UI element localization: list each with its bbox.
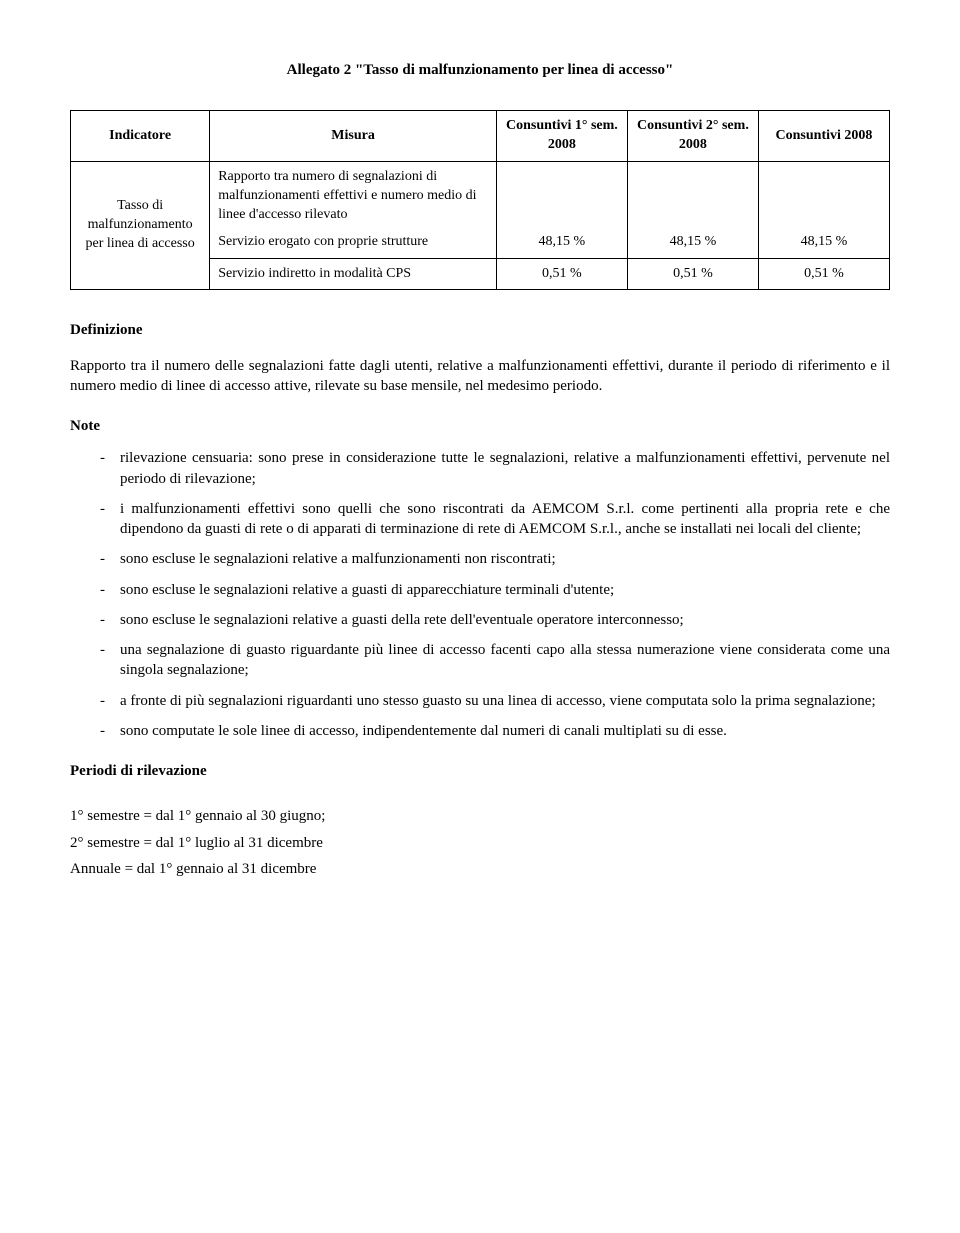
cell-v1-r2: 0,51 % [496,258,627,290]
cell-misura-2: Servizio indiretto in modalità CPS [210,258,497,290]
periodi-line: Annuale = dal 1° gennaio al 31 dicembre [70,859,890,879]
th-indicatore: Indicatore [71,111,210,162]
cell-v3-r1: 48,15 % [758,162,889,259]
cell-indicatore: Tasso di malfunzionamento per linea di a… [71,162,210,290]
th-c3: Consuntivi 2008 [758,111,889,162]
note-item: sono escluse le segnalazioni relative a … [100,580,890,600]
table-header-row: Indicatore Misura Consuntivi 1° sem. 200… [71,111,890,162]
note-item: sono escluse le segnalazioni relative a … [100,610,890,630]
definizione-text: Rapporto tra il numero delle segnalazion… [70,356,890,397]
periodi-heading: Periodi di rilevazione [70,761,890,781]
note-item: a fronte di più segnalazioni riguardanti… [100,691,890,711]
periodi-line: 2° semestre = dal 1° luglio al 31 dicemb… [70,833,890,853]
periodi-line: 1° semestre = dal 1° gennaio al 30 giugn… [70,806,890,826]
misura-desc: Rapporto tra numero di segnalazioni di m… [218,168,488,225]
note-item: rilevazione censuaria: sono prese in con… [100,448,890,489]
note-item: una segnalazione di guasto riguardante p… [100,640,890,681]
data-table: Indicatore Misura Consuntivi 1° sem. 200… [70,110,890,290]
cell-v1-r1: 48,15 % [496,162,627,259]
definizione-heading: Definizione [70,320,890,340]
th-c1: Consuntivi 1° sem. 2008 [496,111,627,162]
table-row: Tasso di malfunzionamento per linea di a… [71,162,890,259]
cell-v3-r2: 0,51 % [758,258,889,290]
cell-v2-r2: 0,51 % [627,258,758,290]
note-heading: Note [70,416,890,436]
page-title: Allegato 2 "Tasso di malfunzionamento pe… [70,60,890,80]
cell-misura-1: Rapporto tra numero di segnalazioni di m… [210,162,497,259]
th-c2: Consuntivi 2° sem. 2008 [627,111,758,162]
periodi-block: 1° semestre = dal 1° gennaio al 30 giugn… [70,806,890,879]
note-item: i malfunzionamenti effettivi sono quelli… [100,499,890,540]
note-item: sono computate le sole linee di accesso,… [100,721,890,741]
th-misura: Misura [210,111,497,162]
cell-v2-r1: 48,15 % [627,162,758,259]
note-item: sono escluse le segnalazioni relative a … [100,549,890,569]
misura-service: Servizio erogato con proprie strutture [218,233,488,252]
note-list: rilevazione censuaria: sono prese in con… [70,448,890,741]
